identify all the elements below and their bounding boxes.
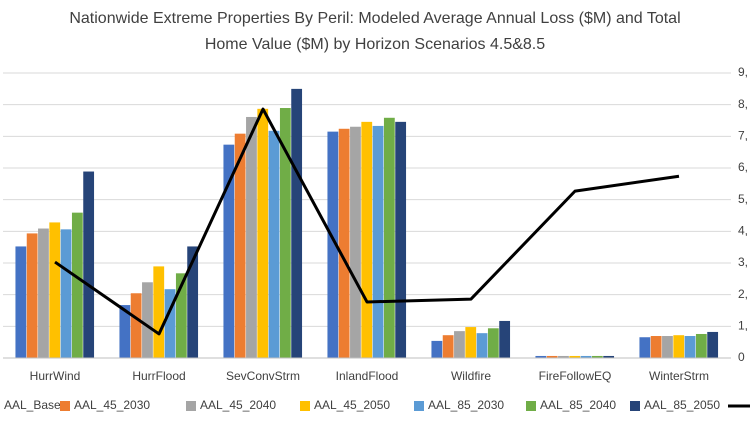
legend-label: AAL_Base — [4, 398, 61, 412]
chart-title: Nationwide Extreme Properties By Peril: … — [69, 10, 681, 53]
line-series — [54, 107, 680, 336]
y2-tick-label: 3, — [738, 255, 748, 269]
y2-tick-label: 1, — [738, 319, 748, 333]
x-tick-label: InlandFlood — [336, 369, 399, 383]
bar — [454, 331, 465, 358]
legend-marker — [60, 401, 70, 411]
bar — [465, 327, 477, 358]
bar — [142, 282, 153, 358]
bar — [535, 355, 547, 358]
x-tick-label: Wildfire — [451, 369, 491, 383]
bar — [361, 121, 373, 358]
y2-tick-label: 5, — [738, 192, 748, 206]
bar — [60, 229, 72, 358]
bar — [580, 355, 592, 358]
bar — [268, 130, 280, 358]
bar — [558, 355, 569, 358]
legend-label: AAL_45_2030 — [74, 398, 150, 412]
bar — [684, 336, 696, 358]
y2-tick-label: 8, — [738, 97, 748, 111]
legend-label: AAL_85_2050 — [644, 398, 720, 412]
bar — [487, 328, 499, 358]
x-tick-label: HurrWind — [30, 369, 81, 383]
bar — [223, 144, 235, 358]
bar — [327, 131, 339, 358]
x-tick-label: SevConvStrm — [226, 369, 300, 383]
bar — [350, 126, 361, 358]
bar — [153, 266, 165, 358]
bar — [15, 246, 27, 358]
bar — [175, 273, 187, 358]
bar — [591, 355, 603, 358]
bar — [71, 212, 83, 358]
bar — [164, 289, 176, 358]
bar — [83, 171, 95, 358]
x-tick-label: FireFollowEQ — [539, 369, 612, 383]
bar — [662, 336, 673, 358]
bar — [546, 355, 558, 358]
bar — [187, 246, 199, 358]
bar — [49, 222, 61, 358]
y2-tick-label: 2, — [738, 287, 748, 301]
legend-marker — [414, 401, 424, 411]
legend-label: AAL_45_2050 — [314, 398, 390, 412]
bar — [650, 336, 662, 358]
bar — [442, 335, 454, 358]
legend-marker — [630, 401, 640, 411]
legend-marker — [186, 401, 196, 411]
legend-label: AAL_85_2040 — [540, 398, 616, 412]
bar — [119, 305, 131, 358]
bar — [338, 128, 350, 358]
bar — [673, 335, 685, 358]
bar — [38, 228, 49, 358]
bar — [383, 117, 395, 359]
bar — [707, 331, 719, 358]
x-tick-label: WinterStrm — [649, 369, 709, 383]
legend-label: AAL_45_2040 — [200, 398, 276, 412]
legend-marker — [526, 401, 536, 411]
y2-tick-label: 0 — [738, 350, 745, 364]
legend-label: AAL_85_2030 — [428, 398, 504, 412]
bar — [476, 333, 488, 358]
y2-tick-label: 7, — [738, 129, 748, 143]
bar — [603, 355, 615, 358]
bar — [695, 333, 707, 358]
bar — [291, 88, 303, 358]
bar — [639, 337, 651, 358]
y2-tick-label: 9, — [738, 65, 748, 79]
y2-tick-label: 6, — [738, 160, 748, 174]
bar — [130, 293, 142, 358]
bar — [246, 116, 257, 358]
bar — [279, 108, 291, 358]
x-tick-label: HurrFlood — [132, 369, 185, 383]
bar — [431, 340, 443, 358]
bar — [499, 320, 511, 358]
bar — [372, 125, 384, 358]
legend-marker — [300, 401, 310, 411]
y2-tick-label: 4, — [738, 224, 748, 238]
bar — [234, 133, 246, 358]
bar — [257, 108, 269, 358]
bar — [395, 121, 407, 358]
bar — [26, 233, 38, 358]
bar — [569, 355, 581, 358]
